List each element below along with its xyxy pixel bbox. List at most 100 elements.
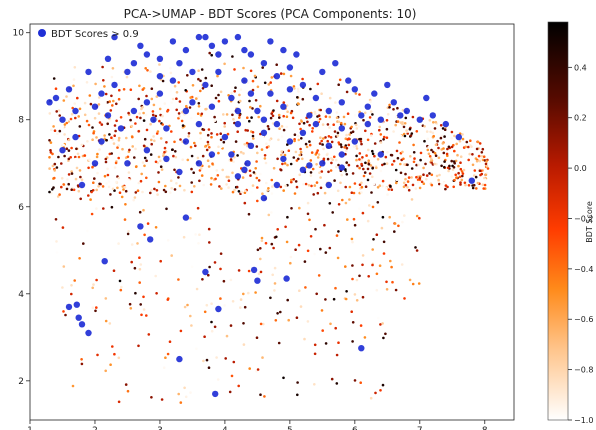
bdt-point xyxy=(196,112,200,115)
bdt-point xyxy=(484,173,488,177)
bdt-point xyxy=(58,114,61,117)
bdt-point xyxy=(371,263,374,267)
bdt-point xyxy=(329,136,333,139)
bdt-point xyxy=(331,211,335,214)
bdt-point xyxy=(246,129,249,132)
high-score-point xyxy=(364,103,371,110)
bdt-point xyxy=(441,142,445,145)
bdt-point xyxy=(251,79,255,83)
bdt-point xyxy=(117,144,120,147)
bdt-point xyxy=(310,184,313,188)
bdt-point xyxy=(51,152,54,156)
bdt-point xyxy=(433,127,437,130)
bdt-point xyxy=(393,230,396,233)
high-score-point xyxy=(377,151,384,158)
bdt-point xyxy=(322,147,325,151)
bdt-point xyxy=(393,222,397,225)
bdt-point xyxy=(336,134,340,137)
bdt-point xyxy=(189,314,192,318)
bdt-point xyxy=(238,116,241,119)
bdt-point xyxy=(312,142,315,146)
bdt-point xyxy=(278,116,281,119)
bdt-point xyxy=(285,240,289,244)
bdt-point xyxy=(67,149,71,152)
x-tick-label: 3 xyxy=(157,426,163,430)
high-score-point xyxy=(234,173,242,180)
bdt-point xyxy=(118,279,122,283)
bdt-point xyxy=(225,113,229,116)
bdt-point xyxy=(130,124,134,128)
bdt-point xyxy=(381,215,385,219)
bdt-point xyxy=(116,146,119,149)
bdt-point xyxy=(112,142,116,145)
bdt-point xyxy=(244,128,247,132)
bdt-point xyxy=(341,198,344,202)
bdt-point xyxy=(363,171,367,174)
bdt-point xyxy=(78,125,82,128)
bdt-point xyxy=(163,102,167,105)
bdt-point xyxy=(437,156,441,160)
bdt-point xyxy=(334,165,338,169)
bdt-point xyxy=(117,139,121,142)
bdt-point xyxy=(451,168,455,171)
bdt-point xyxy=(338,78,342,82)
bdt-point xyxy=(408,127,412,131)
bdt-point xyxy=(414,246,417,249)
bdt-point xyxy=(460,170,464,173)
bdt-point xyxy=(280,150,284,153)
bdt-point xyxy=(267,127,271,131)
high-score-point xyxy=(221,133,229,141)
high-score-point xyxy=(423,94,430,102)
bdt-point xyxy=(256,248,260,252)
bdt-point xyxy=(156,193,159,196)
bdt-point xyxy=(345,133,348,137)
bdt-point xyxy=(458,175,462,179)
bdt-point xyxy=(78,107,82,111)
bdt-point xyxy=(342,115,346,119)
bdt-point xyxy=(60,162,63,165)
bdt-point xyxy=(139,263,143,266)
bdt-point xyxy=(253,74,257,78)
bdt-point xyxy=(190,154,194,158)
bdt-point xyxy=(127,111,130,115)
bdt-point xyxy=(364,185,368,188)
x-tick-label: 7 xyxy=(417,426,423,430)
bdt-point xyxy=(237,190,241,193)
bdt-point xyxy=(92,283,95,286)
bdt-point xyxy=(472,183,476,187)
high-score-point xyxy=(283,275,290,282)
bdt-point xyxy=(332,297,336,301)
bdt-point xyxy=(425,174,429,177)
high-score-point xyxy=(403,107,410,115)
bdt-point xyxy=(236,154,239,157)
bdt-point xyxy=(371,113,374,116)
bdt-point xyxy=(348,133,352,136)
bdt-point xyxy=(422,166,425,170)
bdt-point xyxy=(312,193,316,196)
bdt-point xyxy=(276,228,280,231)
bdt-point xyxy=(476,140,480,144)
bdt-point xyxy=(113,134,116,137)
bdt-point xyxy=(441,127,445,130)
bdt-point xyxy=(267,213,271,217)
bdt-point xyxy=(459,155,463,158)
bdt-point xyxy=(162,366,166,370)
bdt-point xyxy=(330,140,334,144)
bdt-point xyxy=(272,246,275,250)
bdt-point xyxy=(473,174,476,177)
bdt-point xyxy=(154,226,158,229)
bdt-point xyxy=(103,76,107,80)
bdt-point xyxy=(284,184,287,188)
bdt-point xyxy=(138,267,142,271)
bdt-point xyxy=(134,291,137,295)
bdt-point xyxy=(335,234,339,237)
bdt-point xyxy=(53,129,57,132)
high-score-point xyxy=(306,112,313,119)
bdt-point xyxy=(426,148,430,152)
bdt-point xyxy=(291,116,295,120)
bdt-point xyxy=(164,184,167,188)
bdt-point xyxy=(298,206,301,210)
bdt-point xyxy=(252,137,255,140)
bdt-point xyxy=(247,291,250,295)
colorbar-tick-label: 0.4 xyxy=(574,63,587,72)
